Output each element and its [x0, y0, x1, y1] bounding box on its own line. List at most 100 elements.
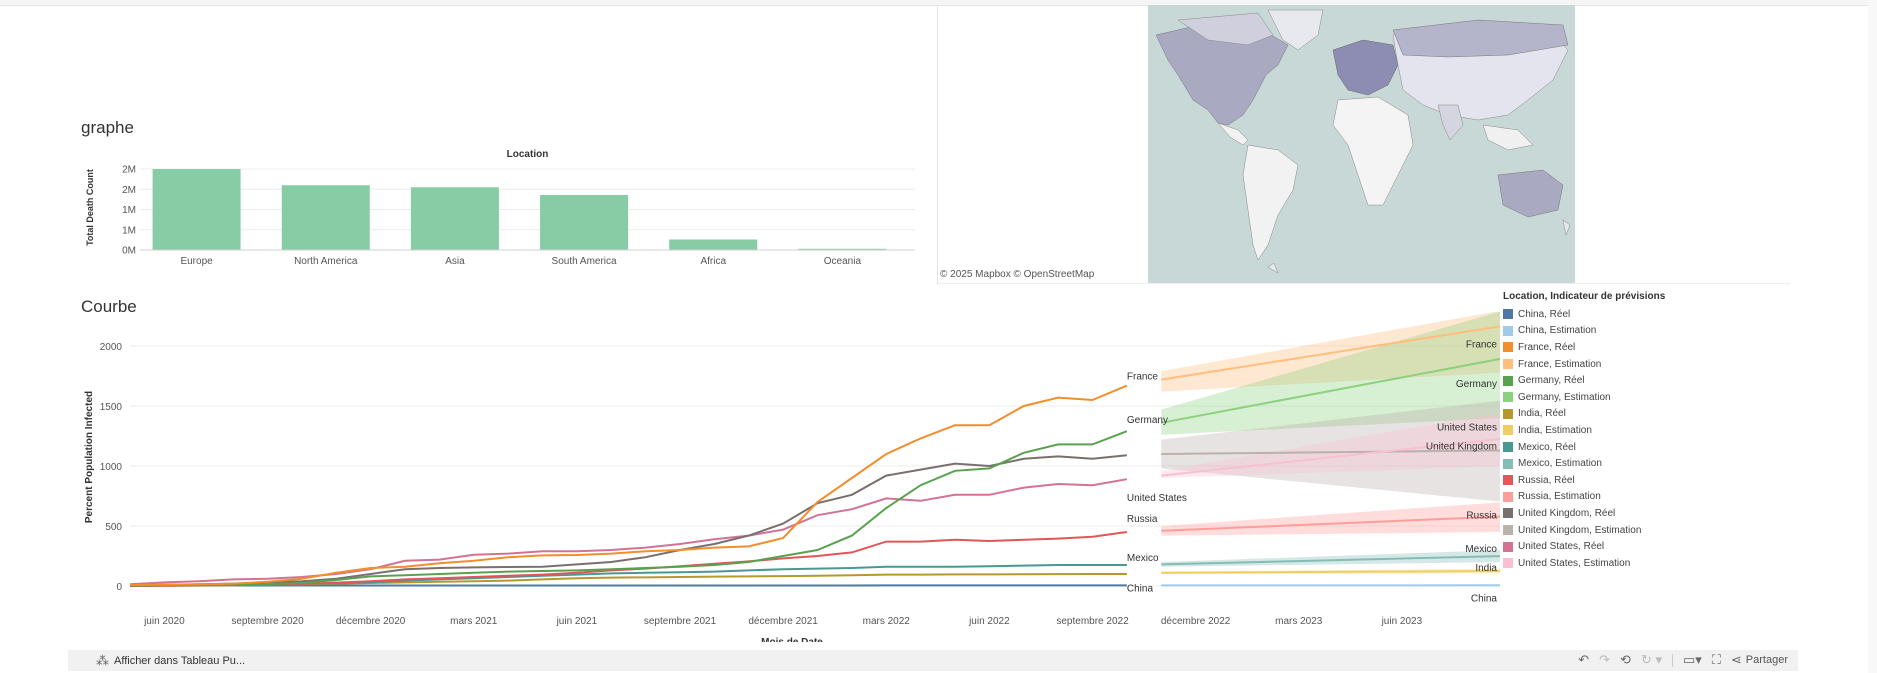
share-label: Partager: [1745, 654, 1788, 666]
line-x-tick-label: mars 2023: [1275, 616, 1323, 627]
line-forecast-germany: [1161, 357, 1500, 424]
toolbar-separator: [1671, 653, 1673, 667]
refresh-icon[interactable]: ↻ ▾: [1640, 652, 1662, 667]
line-actual-united-states: [129, 478, 1128, 586]
legend-label: India, Estimation: [1518, 424, 1592, 436]
forecast-band-united-kingdom: [1161, 400, 1500, 502]
legend-item[interactable]: France, Réel: [1503, 339, 1743, 356]
legend-label: Germany, Estimation: [1518, 391, 1611, 403]
revert-icon[interactable]: ⟲: [1620, 652, 1631, 667]
bar-asia: [410, 187, 499, 250]
line-forecast-mexico: [1161, 555, 1500, 566]
tableau-icon: ⁂: [96, 653, 109, 668]
legend-swatch: [1503, 392, 1513, 403]
view-in-tableau-button[interactable]: ⁂ Afficher dans Tableau Pu...: [96, 653, 245, 669]
line-x-tick-label: juin 2022: [968, 616, 1010, 627]
map-land-antarctica-edge: [1267, 262, 1279, 274]
legend-swatch: [1503, 491, 1513, 502]
bar-south-america: [540, 194, 629, 250]
redo-icon[interactable]: ↷: [1599, 652, 1611, 667]
device-preview-icon[interactable]: ▭▾: [1682, 652, 1702, 667]
line-x-tick-label: mars 2021: [450, 616, 498, 627]
death-count-bar-chart: Location Total Death Count 0M 1M 1M 2M 2M Europ…: [85, 149, 915, 267]
line-y-tick-label: 500: [105, 522, 122, 533]
line-x-tick-label: septembre 2021: [644, 616, 717, 627]
line-forecast-united-kingdom: [1161, 449, 1500, 455]
legend-swatch: [1503, 342, 1513, 353]
legend-swatch: [1503, 508, 1513, 519]
legend-item[interactable]: Russia, Réel: [1503, 472, 1743, 489]
line-x-tick-label: septembre 2022: [1056, 616, 1129, 627]
legend-item[interactable]: China, Réel: [1503, 306, 1743, 323]
vertical-scrollbar[interactable]: [1868, 0, 1877, 673]
legend-label: Mexico, Estimation: [1518, 458, 1602, 470]
bar-north-america: [281, 185, 370, 250]
legend-swatch: [1503, 375, 1513, 386]
view-in-tableau-label: Afficher dans Tableau Pu...: [114, 655, 246, 667]
actual-end-label: Mexico: [1127, 553, 1159, 564]
legend-swatch: [1503, 458, 1513, 469]
fullscreen-icon[interactable]: ⛶: [1711, 652, 1721, 667]
share-button[interactable]: ⋖ Partager: [1731, 652, 1788, 668]
map-land-greenland: [1267, 9, 1324, 51]
line-x-axis-label: Mois de Date: [761, 637, 823, 642]
map-land-australia: [1497, 169, 1564, 218]
line-forecast-france: [1161, 325, 1500, 381]
bar-section-title: graphe: [81, 118, 134, 137]
map-land-europe: [1332, 39, 1399, 96]
legend-item[interactable]: United Kingdom, Réel: [1503, 505, 1743, 522]
legend-label: China, Estimation: [1518, 325, 1597, 337]
forecast-band-united-states: [1161, 412, 1500, 478]
legend-label: France, Estimation: [1518, 358, 1602, 370]
legend-item[interactable]: China, Estimation: [1503, 323, 1743, 340]
bar-y-axis-label: Total Death Count: [85, 169, 95, 246]
legend-item[interactable]: France, Estimation: [1503, 356, 1743, 373]
legend-item[interactable]: Mexico, Réel: [1503, 439, 1743, 456]
bar-y-tick-label: 1M: [122, 225, 136, 236]
forecast-end-label: France: [1466, 340, 1498, 351]
legend-label: China, Réel: [1518, 308, 1571, 320]
map-land-india: [1437, 104, 1464, 141]
legend-title: Location, Indicateur de prévisions: [1503, 291, 1666, 302]
forecast-band-france: [1161, 312, 1500, 392]
legend-item[interactable]: India, Estimation: [1503, 422, 1743, 439]
bar-category-label: Africa: [700, 256, 726, 267]
line-actual-united-kingdom: [129, 454, 1127, 587]
legend-label: France, Réel: [1518, 341, 1576, 353]
map-land-russia: [1392, 19, 1569, 58]
legend-item[interactable]: United Kingdom, Estimation: [1503, 522, 1743, 539]
undo-icon[interactable]: ↶: [1578, 652, 1590, 667]
bar-category-label: North America: [294, 256, 358, 267]
line-forecast-united-states: [1161, 437, 1500, 477]
legend-item[interactable]: United States, Estimation: [1503, 555, 1743, 572]
forecast-band-germany: [1161, 312, 1500, 435]
legend-label: Mexico, Réel: [1518, 441, 1576, 453]
legend-item[interactable]: India, Réel: [1503, 406, 1743, 423]
world-map[interactable]: [1148, 5, 1575, 283]
infection-line-chart: 0 500 1000 1500 2000 juin 2020 septembre 2020 d…: [84, 312, 1500, 642]
dashboard-divider: [937, 5, 938, 285]
bar-category-label: Asia: [445, 256, 465, 267]
share-icon: ⋖: [1730, 652, 1742, 667]
bar-y-tick-label: 2M: [122, 165, 136, 176]
actual-end-label: France: [1127, 372, 1159, 383]
line-x-tick-label: septembre 2020: [231, 616, 304, 627]
forecast-end-label: United States: [1437, 422, 1497, 433]
legend-item[interactable]: Mexico, Estimation: [1503, 455, 1743, 472]
bottom-toolbar: ⁂ Afficher dans Tableau Pu... ↶ ↷ ⟲ ↻ ▾ …: [68, 650, 1798, 671]
legend-swatch: [1503, 309, 1513, 320]
forecast-end-label: Germany: [1456, 379, 1497, 390]
line-forecast-india: [1161, 570, 1500, 574]
legend-item[interactable]: Russia, Estimation: [1503, 489, 1743, 506]
forecast-end-label: Russia: [1466, 510, 1497, 521]
legend-item[interactable]: Germany, Estimation: [1503, 389, 1743, 406]
map-land-new-zealand: [1562, 219, 1571, 236]
bar-europe: [152, 169, 241, 250]
legend-item[interactable]: Germany, Réel: [1503, 372, 1743, 389]
bar-y-tick-label: 0M: [122, 246, 136, 257]
toolbar-actions: ↶ ↷ ⟲ ↻ ▾ ▭▾ ⛶ ⋖ Partager: [1578, 652, 1788, 668]
line-x-tick-label: juin 2020: [143, 616, 185, 627]
legend-item[interactable]: United States, Réel: [1503, 538, 1743, 555]
legend-items: China, Réel China, Estimation France, Réel…: [1503, 306, 1743, 572]
map-credit[interactable]: © 2025 Mapbox © OpenStreetMap: [940, 269, 1095, 280]
